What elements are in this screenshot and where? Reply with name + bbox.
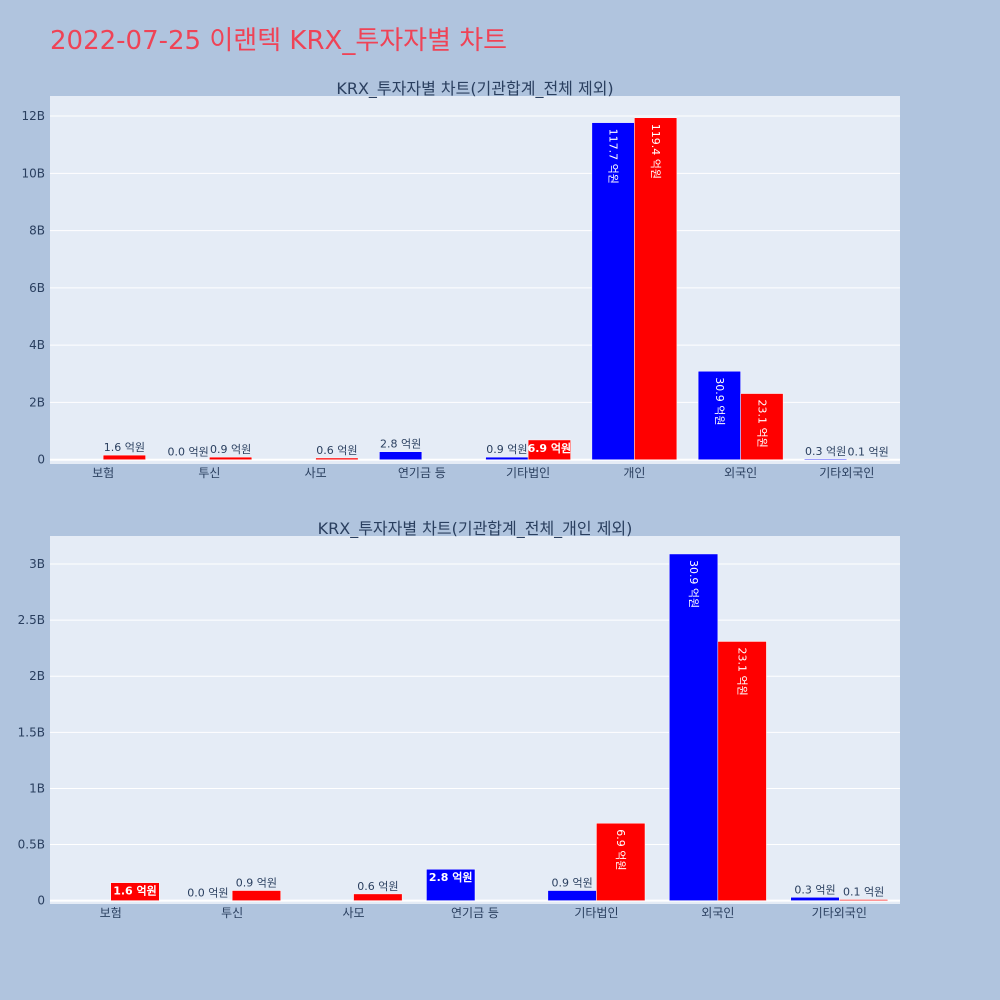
bar [839,899,889,901]
bar [596,822,646,901]
x-tick-label: 보험 [92,466,114,480]
bar [790,897,840,901]
plot-area [50,536,900,904]
data-label: 0.6 억원 [316,444,357,457]
data-label: 0.9 억원 [552,877,593,890]
bar [110,882,160,901]
data-label: 0.1 억원 [843,886,884,899]
data-label: 30.9 억원 [713,377,726,425]
data-label: 119.4 억원 [649,124,662,179]
x-tick-label: 기타외국인 [819,466,874,480]
y-tick-label: 2B [29,669,45,683]
data-label: 0.9 억원 [486,443,527,456]
y-tick-label: 0 [37,894,45,908]
x-tick-label: 사모 [343,906,365,920]
bar [697,370,741,460]
bar [315,457,359,460]
x-tick-label: 기타외국인 [812,906,867,920]
data-label: 23.1 억원 [736,647,749,695]
bar [669,553,719,901]
y-tick-label: 1.5B [18,725,45,739]
bar [426,868,476,901]
bar [353,893,403,901]
bar [485,456,529,460]
x-tick-label: 개인 [623,466,645,480]
data-label: 117.7 억원 [607,129,620,184]
data-label: 23.1 억원 [755,400,768,448]
bar [740,393,784,460]
data-label: 6.9 억원 [614,829,627,870]
data-label: 0.0 억원 [187,887,228,900]
data-label: 0.9 억원 [236,877,277,890]
data-label: 0.0 억원 [168,446,209,459]
y-tick-label: 3B [29,557,45,571]
y-tick-label: 2.5B [18,613,45,627]
x-tick-label: 연기금 등 [398,466,446,480]
y-tick-label: 0 [37,453,45,467]
x-tick-label: 보험 [100,906,122,920]
bar [209,456,253,460]
x-tick-label: 투신 [221,906,243,920]
y-tick-label: 2B [29,395,45,409]
bar [547,890,597,901]
data-label: 30.9 억원 [687,560,700,608]
y-tick-label: 4B [29,338,45,352]
x-tick-label: 사모 [305,466,327,480]
bar [527,439,571,460]
data-label: 0.1 억원 [848,445,889,458]
chart-title: KRX_투자자별 차트(기관합계_전체_개인 제외) [318,519,633,539]
bar [231,890,281,901]
data-label: 0.3 억원 [794,883,835,896]
x-tick-label: 투신 [198,466,220,480]
data-label: 0.3 억원 [805,445,846,458]
y-tick-label: 8B [29,224,45,238]
bar [591,122,635,460]
x-tick-label: 외국인 [701,906,734,920]
data-label: 6.9 억원 [528,441,572,455]
bar [634,117,678,460]
data-label: 1.6 억원 [113,884,157,898]
data-label: 2.8 억원 [429,870,473,884]
data-label: 0.6 억원 [357,880,398,893]
data-label: 2.8 억원 [380,438,421,451]
y-tick-label: 0.5B [18,838,45,852]
y-tick-label: 10B [21,166,45,180]
y-tick-label: 1B [29,781,45,795]
y-tick-label: 12B [21,109,45,123]
bar [717,641,767,901]
chart-title: KRX_투자자별 차트(기관합계_전체 제외) [336,79,613,99]
x-tick-label: 외국인 [724,466,757,480]
bar [804,458,848,460]
bar [379,451,423,460]
page-title: 2022-07-25 이랜텍 KRX_투자자별 차트 [50,26,508,56]
x-tick-label: 연기금 등 [451,906,499,920]
y-tick-label: 6B [29,281,45,295]
data-label: 0.9 억원 [210,443,251,456]
x-tick-label: 기타법인 [574,906,618,920]
data-label: 1.6 억원 [104,441,145,454]
bar [102,454,146,460]
x-tick-label: 기타법인 [506,466,550,480]
